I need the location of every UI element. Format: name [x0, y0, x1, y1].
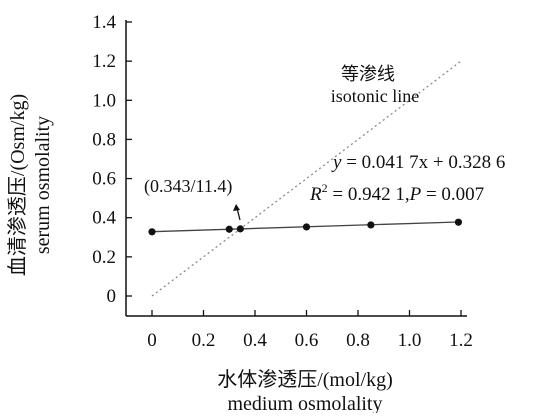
data-point: [302, 223, 311, 231]
isotonic-label-cn: 等渗线: [341, 64, 395, 84]
y-axis-label: 血清渗透压/(Osm/kg): [6, 94, 29, 276]
data-points: [148, 218, 463, 236]
fit-equation: y = 0.041 7x + 0.328 6: [331, 152, 505, 173]
fit-statistics: R2 = 0.942 1,P = 0.007: [309, 181, 484, 205]
intersection-arrowhead: [233, 204, 240, 211]
x-axis-label: 水体渗透压/(mol/kg): [217, 368, 393, 391]
y-tick-label: 0.6: [92, 169, 116, 190]
data-point: [236, 225, 244, 233]
x-ticks: 0 0.2 0.4 0.6 0.8 1.0 1.2: [147, 310, 473, 351]
data-point: [454, 218, 463, 226]
x-tick-label: 1.0: [398, 330, 422, 351]
data-point: [148, 228, 156, 236]
x-tick-label: 0: [147, 330, 157, 351]
y-tick-label: 1.4: [92, 12, 116, 33]
x-tick-label: 0.4: [243, 330, 267, 351]
x-axis-label-en: medium osmolality: [228, 393, 383, 413]
data-point: [367, 221, 375, 229]
y-tick-label: 0.4: [92, 208, 116, 229]
y-tick-label: 0.8: [92, 129, 116, 150]
y-ticks: 0 0.2 0.4 0.6 0.8 1.0 1.2 1.4: [92, 12, 132, 307]
y-tick-label: 0: [107, 286, 117, 307]
x-tick-label: 0.8: [346, 330, 370, 351]
y-tick-label: 1.0: [92, 90, 116, 111]
isotonic-label-en: isotonic line: [331, 86, 420, 106]
data-point: [225, 225, 233, 233]
y-tick-label: 0.2: [92, 247, 116, 268]
y-axis-label-en: serum osmolality: [32, 116, 54, 254]
x-tick-label: 1.2: [449, 330, 473, 351]
x-tick-label: 0.6: [295, 330, 319, 351]
axes: [125, 20, 467, 317]
x-tick-label: 0.2: [192, 330, 216, 351]
y-tick-label: 1.2: [92, 51, 116, 72]
intersection-label: (0.343/11.4): [144, 176, 232, 197]
